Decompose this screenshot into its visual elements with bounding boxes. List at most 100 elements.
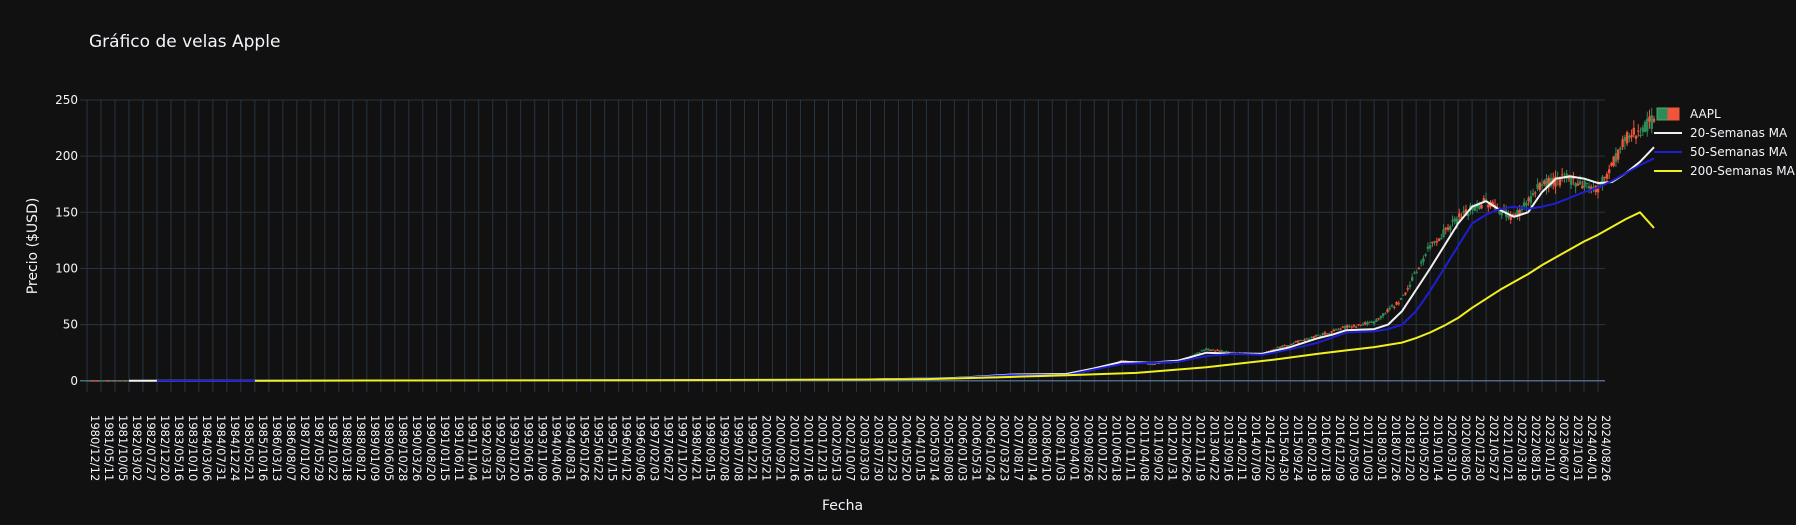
candle-body [1578,181,1582,185]
x-tick-label: 2009/04/01 [1067,415,1081,481]
x-tick-label: 2002/10/07 [844,415,858,481]
candle-body [1451,220,1454,222]
x-tick-label: 2019/05/20 [1417,415,1431,481]
candle-body [1357,324,1360,326]
y-tick-label: 0 [70,374,78,388]
candle-body [1487,204,1490,208]
x-tick-label: 1996/04/12 [620,415,634,481]
candle-body [1424,254,1427,256]
candle-body [1214,350,1217,352]
candle-body [1585,182,1589,184]
candle-body [1283,345,1286,347]
x-tick-label: 1985/10/16 [256,415,270,481]
candle-body [119,380,122,382]
candle-body [1442,229,1445,237]
x-tick-label: 2010/01/22 [1095,415,1109,481]
x-tick-label: 2005/03/14 [927,415,941,481]
legend-item-ma20[interactable]: 20-Semanas MA [1652,123,1795,142]
candle-body [1460,216,1463,219]
candle-body [1363,322,1367,325]
x-tick-label: 1993/01/20 [508,415,522,481]
candle-body [1500,210,1503,216]
x-tick-label: 1989/10/28 [396,415,410,481]
x-tick-label: 1992/08/25 [494,415,508,481]
x-tick-label: 2010/11/11 [1123,415,1137,481]
candle-body [1625,132,1629,144]
x-tick-label: 1984/03/06 [200,415,214,481]
x-tick-label: 1985/05/21 [242,415,256,481]
candle-body [1455,218,1459,224]
legend-label: 20-Semanas MA [1690,125,1788,140]
x-tick-label: 2021/05/27 [1487,415,1501,481]
candle-body [1612,156,1615,167]
x-tick-label: 1993/06/16 [522,415,536,481]
x-tick-label: 1990/03/26 [410,415,424,481]
x-tick-label: 2022/08/15 [1529,415,1543,481]
x-tick-label: 1986/08/07 [284,415,298,481]
legend-label: 200-Semanas MA [1690,163,1795,178]
candle-body [1466,213,1470,216]
candle-body [1634,135,1638,139]
candle-body [1545,178,1548,189]
candle-body [1435,241,1439,243]
candle-body [1296,340,1300,343]
candle-body [1525,203,1528,206]
candle-body [1630,134,1633,138]
candle-body [1513,214,1517,216]
x-tick-label: 2008/06/10 [1039,415,1053,481]
candle-body [1616,149,1620,160]
candle-body [1596,187,1600,193]
x-tick-label: 2018/12/20 [1403,415,1417,481]
x-tick-label: 2003/12/23 [885,415,899,481]
candle-body [1205,348,1208,351]
x-tick-label: 1988/08/12 [354,415,368,481]
candle-body [1419,261,1423,264]
candle-body [1316,334,1320,336]
x-tick-label: 1983/05/16 [172,415,186,481]
candle-body [85,380,89,382]
ma200-line [254,211,1655,382]
candle-body [1393,306,1396,308]
x-tick-label: 2016/07/18 [1319,415,1333,481]
x-tick-label: 2023/01/10 [1543,415,1557,481]
candle-body [1587,186,1591,189]
candle-body [1637,130,1640,132]
candle-body [1475,204,1479,208]
candle-body [1408,284,1412,287]
candle-body [123,380,127,382]
y-tick-label: 50 [63,318,78,332]
candle-body [1601,176,1604,185]
candle-body [1558,177,1562,186]
candle-body [1538,182,1542,190]
candle-body [1332,329,1336,332]
candle-body [1536,184,1539,189]
candle-body [1314,335,1318,337]
candle-body [105,380,109,382]
x-tick-label: 1998/04/21 [690,415,704,481]
candle-body [1339,328,1342,330]
candle-body [1527,198,1530,202]
candle-body [1464,209,1468,216]
candle-body [1404,292,1407,295]
candle-body [1458,213,1461,217]
x-tick-label: 2012/11/19 [1193,415,1207,481]
candle-body [1158,363,1161,365]
candle-body [1473,205,1477,211]
candle-body [1348,325,1351,327]
legend-item-aapl[interactable]: AAPL [1652,104,1795,123]
candle-body [1628,135,1631,139]
candle-body [110,380,113,382]
candle-body [1444,227,1447,230]
candle-body [1569,176,1573,185]
candle-body [1370,322,1374,324]
x-tick-label: 2000/09/21 [774,415,788,481]
candle-body [88,380,91,382]
x-tick-label: 2011/04/08 [1137,415,1151,481]
legend-item-ma200[interactable]: 200-Semanas MA [1652,161,1795,180]
ma20-line [128,146,1655,382]
x-tick-label: 2022/03/18 [1515,415,1529,481]
candle-body [1471,205,1474,211]
candle-body [1449,226,1452,231]
candle-body [1547,177,1550,188]
legend-item-ma50[interactable]: 50-Semanas MA [1652,142,1795,161]
